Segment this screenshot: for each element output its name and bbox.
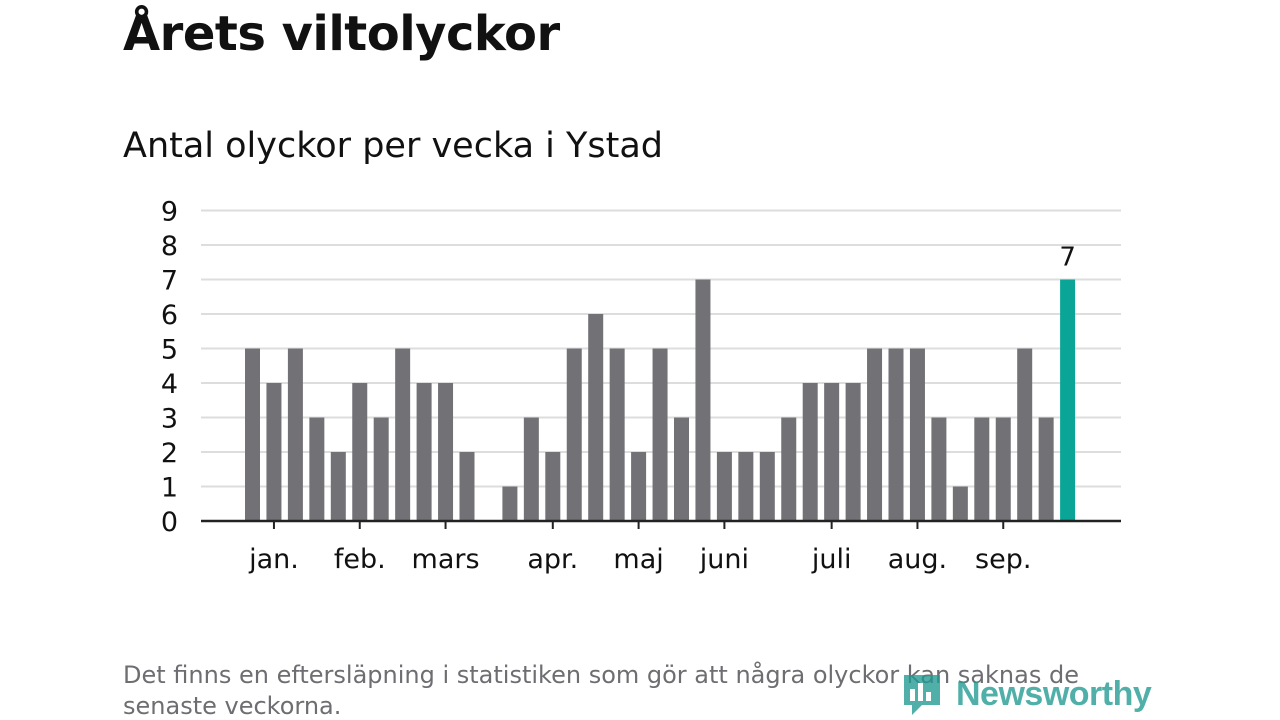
y-tick-label: 8: [161, 231, 178, 262]
bar: [974, 417, 990, 521]
bar: [674, 417, 689, 521]
y-tick-label: 4: [161, 369, 178, 400]
logo-text: Newsworthy: [956, 674, 1152, 713]
bar: [781, 417, 797, 521]
y-tick-label: 6: [161, 300, 178, 331]
bar: [759, 452, 775, 521]
x-tick-label: jan.: [248, 544, 299, 575]
x-tick-label: sep.: [975, 544, 1031, 575]
bar: [695, 279, 711, 521]
x-tick-label: maj: [613, 544, 663, 575]
bar: [395, 348, 411, 521]
x-axis-month-ticks: jan. feb. mars apr. maj juni juli aug. sep.: [248, 521, 1031, 575]
bar-highlight: [1060, 279, 1076, 521]
x-tick-label: juli: [811, 544, 852, 575]
bar: [416, 383, 432, 521]
newsworthy-logo: Newsworthy: [900, 668, 1160, 720]
x-tick-label: juni: [699, 544, 749, 575]
bar: [824, 383, 840, 521]
bar: [352, 383, 368, 521]
bar: [931, 417, 947, 521]
bar: [995, 417, 1011, 521]
y-tick-label: 1: [161, 473, 178, 504]
bar: [802, 383, 818, 521]
bar: [1038, 417, 1054, 521]
y-tick-label: 3: [161, 404, 178, 435]
x-tick-label: aug.: [888, 544, 947, 575]
bar: [845, 383, 861, 521]
y-tick-label: 5: [161, 335, 178, 366]
bar: [330, 452, 346, 521]
y-tick-label: 0: [161, 507, 178, 538]
chart-title: Årets viltolyckor: [123, 6, 560, 62]
bar: [373, 417, 389, 521]
data-label-highlight: 7: [1059, 243, 1076, 273]
data-labels: 7: [1059, 243, 1076, 273]
newsworthy-logo-icon: [904, 675, 940, 715]
bar: [245, 348, 260, 521]
bars: [245, 279, 1076, 521]
y-tick-label: 7: [161, 266, 178, 297]
bar: [738, 452, 754, 521]
bar: [952, 486, 968, 521]
bar: [523, 417, 539, 521]
bar: [459, 452, 475, 521]
y-tick-label: 9: [161, 197, 178, 228]
bar: [867, 348, 883, 521]
chart-subtitle: Antal olyckor per vecka i Ystad: [123, 126, 664, 166]
bar: [716, 452, 732, 521]
bar: [438, 383, 454, 521]
bar: [1017, 348, 1033, 521]
bar: [631, 452, 647, 521]
bar: [909, 348, 925, 521]
bar: [888, 348, 904, 521]
bar: [545, 452, 561, 521]
x-tick-label: mars: [412, 544, 480, 575]
y-tick-label: 2: [161, 438, 178, 469]
x-tick-label: feb.: [334, 544, 386, 575]
bar: [652, 348, 668, 521]
bar: [287, 348, 303, 521]
bar: [588, 314, 604, 521]
bar: [566, 348, 582, 521]
x-tick-label: apr.: [527, 544, 578, 575]
bar: [309, 417, 325, 521]
bar: [502, 486, 518, 521]
y-axis-ticks: 01 23 45 67 89: [161, 197, 178, 539]
bar: [609, 348, 625, 521]
bar: [266, 383, 282, 521]
